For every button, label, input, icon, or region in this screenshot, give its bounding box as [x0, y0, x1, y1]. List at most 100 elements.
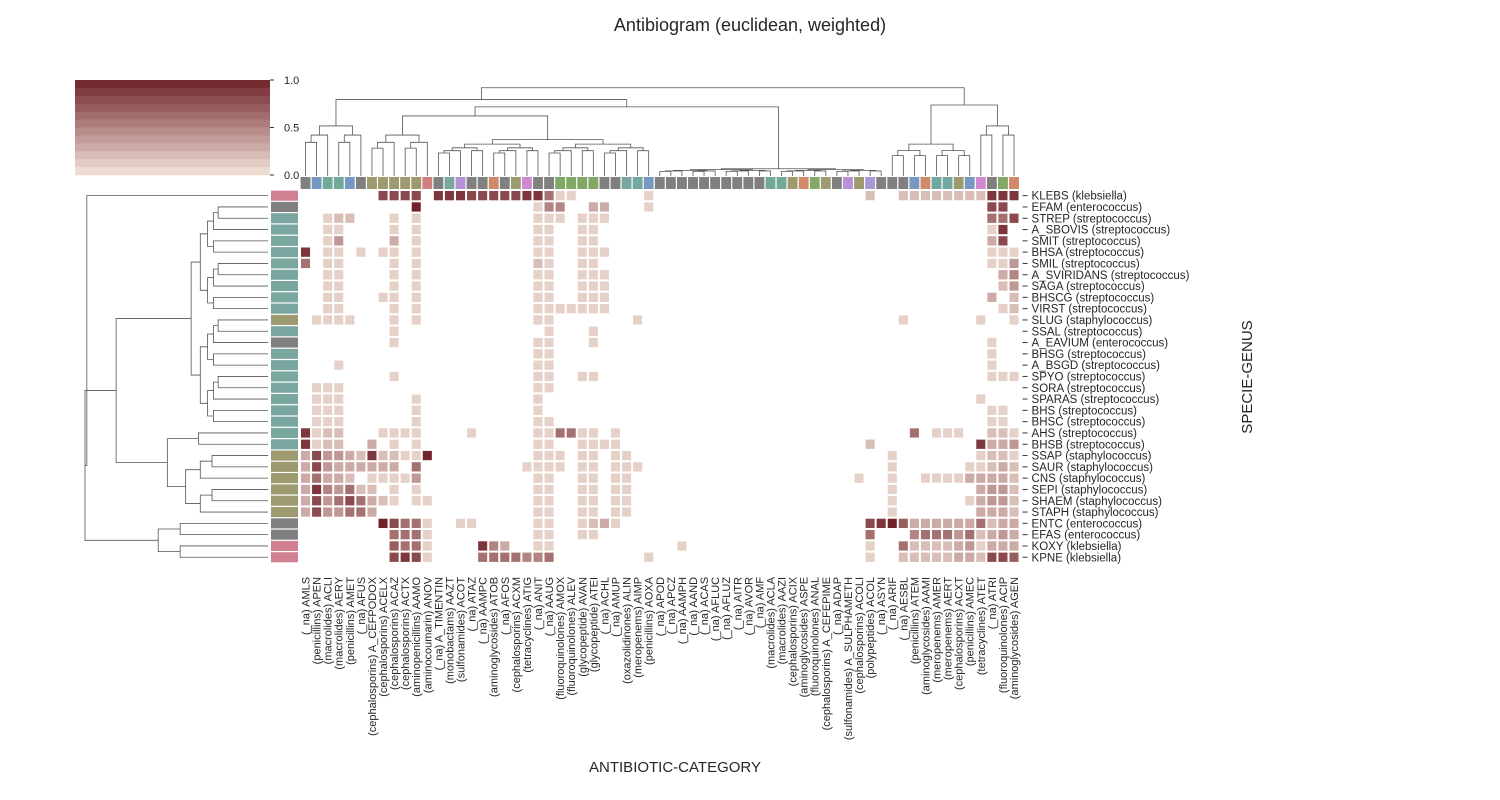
colorbar-band — [75, 151, 270, 160]
column-label: (oxazolidinones) ALIN — [622, 577, 634, 684]
heatmap-cell — [965, 530, 975, 540]
column-label: (penicillins) AMEC — [965, 577, 977, 666]
column-category-swatch — [311, 177, 322, 189]
heatmap-cell — [411, 258, 421, 269]
heatmap-cell — [622, 496, 632, 506]
heatmap-cell — [544, 371, 554, 382]
heatmap-cell — [920, 191, 930, 201]
column-label: (sulfonamides) ACOT — [456, 577, 468, 682]
heatmap-cell — [411, 439, 421, 449]
column-label: (cephalosporins) ACAZ — [389, 577, 401, 690]
heatmap-cell — [389, 224, 399, 235]
heatmap-cell — [533, 417, 543, 427]
heatmap-cell — [301, 247, 311, 257]
heatmap-cell — [323, 484, 333, 495]
column-category-swatch — [355, 177, 366, 189]
heatmap-cell — [577, 224, 587, 235]
heatmap-cell — [400, 552, 410, 562]
column-dendrogram-link — [930, 104, 998, 145]
column-dendrogram-link — [310, 134, 329, 176]
column-category-swatch — [665, 177, 676, 189]
column-label: (_na) ACHL — [599, 577, 611, 634]
column-dendrogram-link — [507, 147, 533, 151]
column-category-swatch — [676, 177, 687, 189]
row-category-swatch — [271, 281, 298, 292]
row-category-swatch — [271, 224, 298, 235]
column-category-swatch — [787, 177, 798, 189]
heatmap-cell — [577, 292, 587, 302]
heatmap-cell — [610, 473, 621, 483]
column-dendrogram-link — [659, 171, 672, 176]
heatmap-cell — [334, 213, 344, 223]
heatmap-cell — [533, 258, 543, 269]
row-label: BHSB (streptococcus) — [1032, 439, 1145, 451]
heatmap-cell — [301, 439, 311, 449]
colorbar-band — [75, 119, 270, 128]
column-category-swatch — [632, 177, 643, 189]
row-dendrogram — [84, 195, 268, 558]
heatmap-cell — [500, 552, 510, 562]
heatmap-cell — [577, 281, 587, 291]
heatmap-cell — [566, 304, 576, 314]
row-category-swatch — [271, 247, 298, 258]
row-category-swatch — [271, 552, 298, 563]
colorbar-tick-label: 0.0 — [284, 170, 299, 182]
heatmap-cell — [367, 507, 377, 517]
heatmap-cell — [323, 507, 333, 517]
heatmap-cell — [411, 541, 421, 551]
heatmap-cell — [976, 484, 986, 495]
column-category-swatch — [843, 177, 853, 189]
heatmap-cell — [544, 484, 554, 495]
heatmap-cell — [411, 518, 421, 528]
column-category-swatch — [710, 177, 721, 189]
column-dendrogram-link — [410, 141, 428, 176]
column-label: (aminocoumarin) ANOV — [422, 576, 434, 693]
column-dendrogram-link — [759, 170, 771, 176]
heatmap-cell — [1009, 428, 1019, 438]
heatmap-cell — [378, 450, 388, 461]
heatmap-cell — [987, 349, 997, 359]
heatmap-cell — [411, 315, 421, 325]
column-category-swatch — [544, 177, 555, 189]
heatmap-cell — [644, 552, 654, 562]
column-category-swatch — [322, 177, 333, 189]
heatmap-cell — [389, 496, 399, 506]
heatmap-cell — [522, 191, 532, 201]
heatmap-cell — [998, 518, 1008, 528]
column-dendrogram — [305, 87, 1015, 176]
column-dendrogram-link — [637, 150, 650, 176]
row-label: STREP (streptococcus) — [1032, 213, 1152, 225]
heatmap-cell — [931, 428, 942, 438]
heatmap-cell — [954, 428, 964, 438]
heatmap-cell — [411, 270, 421, 280]
heatmap-cell — [920, 552, 930, 562]
heatmap-cell — [533, 552, 543, 562]
heatmap-cell — [998, 247, 1008, 257]
column-dendrogram-link — [401, 115, 549, 140]
column-category-swatch — [986, 177, 997, 189]
column-label: (_na) APOD — [655, 577, 667, 636]
heatmap-cell — [323, 315, 333, 325]
heatmap-cell — [887, 518, 897, 528]
column-category-swatch — [820, 177, 831, 189]
heatmap-cell — [389, 337, 399, 348]
heatmap-cell — [987, 518, 997, 528]
heatmap-cell — [898, 191, 908, 201]
heatmap-cell — [334, 417, 344, 427]
heatmap-cell — [334, 394, 344, 404]
heatmap-cell — [965, 518, 975, 528]
row-label: KLEBS (klebsiella) — [1032, 191, 1127, 203]
heatmap-cell — [500, 541, 510, 551]
heatmap-cell — [389, 541, 399, 551]
row-label: BHSCG (streptococcus) — [1032, 292, 1155, 304]
heatmap-cell — [533, 281, 543, 291]
heatmap-cell — [987, 507, 997, 517]
row-label: A_BSGD (streptococcus) — [1032, 360, 1161, 372]
heatmap-cell — [920, 541, 930, 551]
heatmap-cell — [334, 484, 344, 495]
heatmap-cell — [976, 496, 986, 506]
row-category-swatch — [271, 427, 298, 438]
row-category-swatch — [271, 540, 298, 551]
row-category-swatch — [271, 495, 298, 506]
column-dendrogram-link — [437, 152, 450, 176]
